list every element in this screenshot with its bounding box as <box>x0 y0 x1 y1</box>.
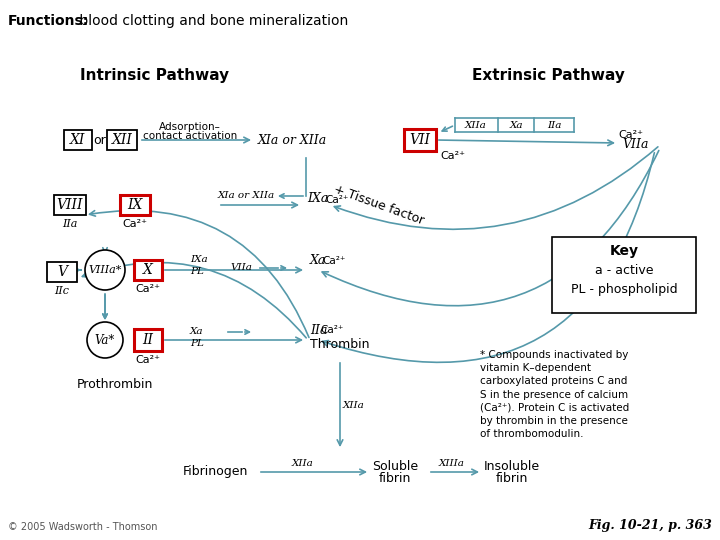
Text: Ca²⁺: Ca²⁺ <box>440 151 465 161</box>
Text: VIII: VIII <box>57 198 84 212</box>
Text: IXa: IXa <box>307 192 328 206</box>
Text: Fibrinogen: Fibrinogen <box>182 465 248 478</box>
Text: blood clotting and bone mineralization: blood clotting and bone mineralization <box>75 14 348 28</box>
Circle shape <box>85 250 125 290</box>
Text: PL: PL <box>190 339 204 348</box>
Text: + Tissue factor: + Tissue factor <box>332 183 426 227</box>
Text: IIa: IIa <box>63 219 78 229</box>
Text: Prothrombin: Prothrombin <box>77 378 153 391</box>
Text: Xa: Xa <box>190 327 204 336</box>
FancyBboxPatch shape <box>64 130 92 150</box>
FancyBboxPatch shape <box>54 195 86 215</box>
Text: or: or <box>94 133 107 146</box>
Text: VIIIa*: VIIIa* <box>89 265 122 275</box>
Text: Functions:: Functions: <box>8 14 89 28</box>
Text: * Compounds inactivated by
vitamin K–dependent
carboxylated proteins C and
S in : * Compounds inactivated by vitamin K–dep… <box>480 350 629 439</box>
Text: Intrinsic Pathway: Intrinsic Pathway <box>81 68 230 83</box>
Text: XIIa: XIIa <box>292 460 314 469</box>
Text: VII: VII <box>410 133 431 147</box>
Text: © 2005 Wadsworth - Thomson: © 2005 Wadsworth - Thomson <box>8 522 158 532</box>
Text: XIa or XIIa: XIa or XIIa <box>218 192 275 200</box>
Text: XIa or XIIa: XIa or XIIa <box>258 133 328 146</box>
FancyBboxPatch shape <box>107 130 137 150</box>
FancyBboxPatch shape <box>134 329 162 351</box>
Text: IXa: IXa <box>190 255 207 265</box>
Circle shape <box>87 322 123 358</box>
Text: a - active: a - active <box>595 264 653 276</box>
Text: V: V <box>57 265 67 279</box>
Text: VIIa: VIIa <box>230 264 252 273</box>
Text: IIa: IIa <box>546 120 561 130</box>
FancyBboxPatch shape <box>134 260 162 280</box>
FancyBboxPatch shape <box>552 237 696 313</box>
FancyBboxPatch shape <box>47 262 77 282</box>
FancyBboxPatch shape <box>120 195 150 215</box>
Text: contact activation: contact activation <box>143 131 237 141</box>
Text: Ca²⁺: Ca²⁺ <box>135 355 161 365</box>
Text: XIIa: XIIa <box>343 401 365 409</box>
Text: Ca²⁺: Ca²⁺ <box>320 325 343 335</box>
Text: IX: IX <box>127 198 143 212</box>
Text: Extrinsic Pathway: Extrinsic Pathway <box>472 68 624 83</box>
Text: fibrin: fibrin <box>379 471 411 484</box>
FancyBboxPatch shape <box>404 129 436 151</box>
Text: Va*: Va* <box>95 334 115 347</box>
Text: Key: Key <box>610 244 639 258</box>
Text: fibrin: fibrin <box>496 471 528 484</box>
Text: XIIIa: XIIIa <box>439 458 465 468</box>
Text: IIa: IIa <box>310 325 328 338</box>
Text: Ca²⁺: Ca²⁺ <box>618 130 643 140</box>
Text: XI: XI <box>71 133 86 147</box>
Text: Thrombin: Thrombin <box>310 338 369 350</box>
Text: VIIa: VIIa <box>622 138 649 152</box>
Text: X: X <box>143 263 153 277</box>
Text: PL: PL <box>190 267 204 276</box>
Text: Xa: Xa <box>509 120 523 130</box>
Text: Soluble: Soluble <box>372 460 418 472</box>
Text: XII: XII <box>112 133 132 147</box>
Text: Ca²⁺: Ca²⁺ <box>322 256 346 266</box>
Text: II: II <box>143 333 153 347</box>
Text: Fig. 10-21, p. 363: Fig. 10-21, p. 363 <box>588 519 712 532</box>
Text: IIc: IIc <box>55 286 70 296</box>
Text: Adsorption–: Adsorption– <box>159 122 221 132</box>
Text: Ca²⁺: Ca²⁺ <box>122 219 148 229</box>
Text: XIIa: XIIa <box>465 120 487 130</box>
Text: Xa: Xa <box>310 254 326 267</box>
Text: Ca²⁺: Ca²⁺ <box>135 284 161 294</box>
Text: Ca²⁺: Ca²⁺ <box>325 195 348 205</box>
Text: PL - phospholipid: PL - phospholipid <box>571 282 678 295</box>
Text: Insoluble: Insoluble <box>484 460 540 472</box>
